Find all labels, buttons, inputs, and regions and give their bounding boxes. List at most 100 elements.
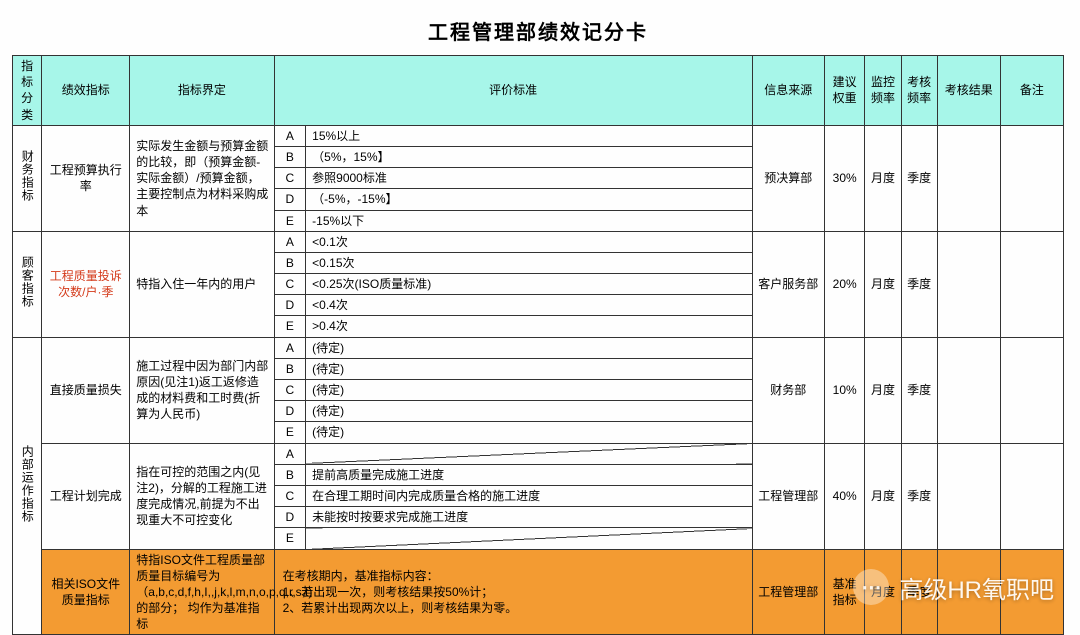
standard-cell: （-5%，-15%】: [306, 189, 753, 210]
grade-cell: C: [274, 485, 306, 506]
definition-cell: 实际发生金额与预算金额的比较，即（预算金额-实际金额）/预算金额，主要控制点为材…: [130, 125, 274, 231]
result-cell: [937, 231, 1000, 337]
standard-cell: <0.15次: [306, 252, 753, 273]
definition-cell: 特指ISO文件工程质量部质量目标编号为（a,b,c,d,f,h,I,,j,k,l…: [130, 549, 274, 635]
standard-cell: <0.25次(ISO质量标准): [306, 274, 753, 295]
standard-cell: (待定): [306, 358, 753, 379]
standard-cell: <0.1次: [306, 231, 753, 252]
hdr-chkfreq: 考核频率: [901, 56, 937, 126]
category-cell: 顾客指标: [13, 231, 42, 337]
check-freq-cell: 季度: [901, 125, 937, 231]
hdr-weight: 建议权重: [824, 56, 865, 126]
grade-cell: A: [274, 231, 306, 252]
grade-cell: E: [274, 316, 306, 337]
scorecard-table: 指标分类 绩效指标 指标界定 评价标准 信息来源 建议权重 监控频率 考核频率 …: [12, 55, 1064, 635]
standard-cell: <0.4次: [306, 295, 753, 316]
table-row: 相关ISO文件质量指标特指ISO文件工程质量部质量目标编号为（a,b,c,d,f…: [13, 549, 1064, 635]
hdr-source: 信息来源: [752, 56, 824, 126]
standard-cell: (待定): [306, 401, 753, 422]
standard-cell: [306, 528, 753, 549]
source-cell: 预决算部: [752, 125, 824, 231]
monitor-freq-cell: 月度: [865, 549, 901, 635]
weight-cell: 基准指标: [824, 549, 865, 635]
monitor-freq-cell: 月度: [865, 337, 901, 443]
source-cell: 客户服务部: [752, 231, 824, 337]
weight-cell: 10%: [824, 337, 865, 443]
table-row: 财务指标工程预算执行率实际发生金额与预算金额的比较，即（预算金额-实际金额）/预…: [13, 125, 1064, 146]
weight-cell: 20%: [824, 231, 865, 337]
standard-cell: -15%以下: [306, 210, 753, 231]
grade-cell: A: [274, 337, 306, 358]
grade-cell: A: [274, 125, 306, 146]
indicator-cell: 相关ISO文件质量指标: [42, 549, 130, 635]
source-cell: 工程管理部: [752, 549, 824, 635]
result-cell: [937, 443, 1000, 549]
weight-cell: 30%: [824, 125, 865, 231]
grade-cell: E: [274, 422, 306, 443]
hdr-monfreq: 监控频率: [865, 56, 901, 126]
remark-cell: [1000, 125, 1063, 231]
standard-block-cell: 在考核期内，基准指标内容： 1、若出现一次，则考核结果按50%计； 2、若累计出…: [274, 549, 752, 635]
hdr-result: 考核结果: [937, 56, 1000, 126]
hdr-indicator: 绩效指标: [42, 56, 130, 126]
standard-cell: 未能按时按要求完成施工进度: [306, 507, 753, 528]
header-row: 指标分类 绩效指标 指标界定 评价标准 信息来源 建议权重 监控频率 考核频率 …: [13, 56, 1064, 126]
standard-cell: >0.4次: [306, 316, 753, 337]
result-cell: [937, 337, 1000, 443]
grade-cell: B: [274, 464, 306, 485]
indicator-cell: 工程计划完成: [42, 443, 130, 549]
result-cell: [937, 125, 1000, 231]
table-row: 工程计划完成指在可控的范围之内(见注2)，分解的工程施工进度完成情况,前提为不出…: [13, 443, 1064, 464]
standard-cell: 在合理工期时间内完成质量合格的施工进度: [306, 485, 753, 506]
hdr-definition: 指标界定: [130, 56, 274, 126]
standard-cell: （5%，15%】: [306, 146, 753, 167]
check-freq-cell: 季度: [901, 231, 937, 337]
remark-cell: [1000, 549, 1063, 635]
table-row: 内部运作指标直接质量损失施工过程中因为部门内部原因(见注1)返工返修造成的材料费…: [13, 337, 1064, 358]
grade-cell: C: [274, 168, 306, 189]
grade-cell: B: [274, 252, 306, 273]
standard-cell: [306, 443, 753, 464]
result-cell: [937, 549, 1000, 635]
grade-cell: C: [274, 274, 306, 295]
monitor-freq-cell: 月度: [865, 125, 901, 231]
indicator-cell: 直接质量损失: [42, 337, 130, 443]
hdr-remark: 备注: [1000, 56, 1063, 126]
source-cell: 财务部: [752, 337, 824, 443]
monitor-freq-cell: 月度: [865, 443, 901, 549]
remark-cell: [1000, 231, 1063, 337]
check-freq-cell: 季度: [901, 443, 937, 549]
remark-cell: [1000, 337, 1063, 443]
category-cell: 财务指标: [13, 125, 42, 231]
weight-cell: 40%: [824, 443, 865, 549]
grade-cell: B: [274, 358, 306, 379]
page-title: 工程管理部绩效记分卡: [12, 16, 1064, 45]
grade-cell: E: [274, 210, 306, 231]
remark-cell: [1000, 443, 1063, 549]
standard-cell: 参照9000标准: [306, 168, 753, 189]
standard-cell: 15%以上: [306, 125, 753, 146]
hdr-standard: 评价标准: [274, 56, 752, 126]
grade-cell: B: [274, 146, 306, 167]
category-cell: 内部运作指标: [13, 337, 42, 635]
standard-cell: 提前高质量完成施工进度: [306, 464, 753, 485]
grade-cell: C: [274, 380, 306, 401]
grade-cell: D: [274, 507, 306, 528]
check-freq-cell: 季度: [901, 549, 937, 635]
grade-cell: D: [274, 401, 306, 422]
standard-cell: (待定): [306, 422, 753, 443]
grade-cell: A: [274, 443, 306, 464]
source-cell: 工程管理部: [752, 443, 824, 549]
definition-cell: 特指入住一年内的用户: [130, 231, 274, 337]
indicator-cell: 工程质量投诉次数/户·季: [42, 231, 130, 337]
definition-cell: 施工过程中因为部门内部原因(见注1)返工返修造成的材料费和工时费(折算为人民币): [130, 337, 274, 443]
definition-cell: 指在可控的范围之内(见注2)，分解的工程施工进度完成情况,前提为不出现重大不可控…: [130, 443, 274, 549]
standard-cell: (待定): [306, 380, 753, 401]
indicator-cell: 工程预算执行率: [42, 125, 130, 231]
check-freq-cell: 季度: [901, 337, 937, 443]
standard-cell: (待定): [306, 337, 753, 358]
grade-cell: D: [274, 295, 306, 316]
grade-cell: E: [274, 528, 306, 549]
monitor-freq-cell: 月度: [865, 231, 901, 337]
grade-cell: D: [274, 189, 306, 210]
